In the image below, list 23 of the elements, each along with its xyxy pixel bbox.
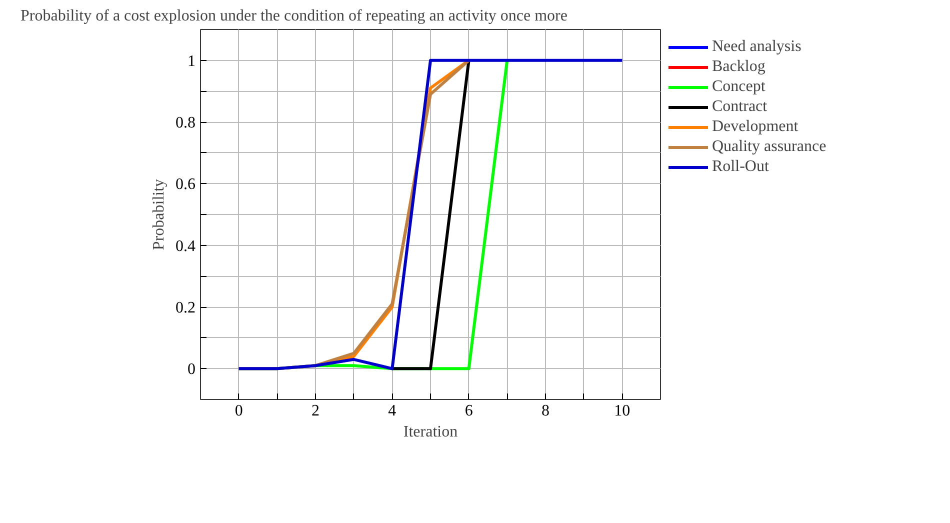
x-tick-label: 8: [542, 402, 550, 420]
x-tick-label: 10: [614, 402, 630, 420]
y-tick-label: 0.8: [176, 114, 196, 132]
line-series: [237, 58, 624, 370]
x-tick-label: 0: [234, 402, 243, 420]
legend-label: Concept: [712, 78, 766, 96]
chart-title: Probability of a cost explosion under the condition of repeating an activity once more: [20, 8, 568, 24]
x-tick-label: 4: [388, 402, 396, 420]
y-axis-title: Probability: [150, 178, 168, 250]
y-tick-label: 0: [188, 361, 196, 378]
legend-label: Quality assurance: [712, 138, 826, 156]
legend-label: Roll-Out: [712, 158, 769, 176]
legend-label: Backlog: [712, 58, 766, 76]
y-tick-label: 0.2: [176, 300, 196, 316]
x-axis-title: Iteration: [403, 424, 458, 440]
y-tick-label: 1: [188, 52, 196, 70]
legend-label: Contract: [712, 98, 768, 116]
y-tick-label: 0.6: [176, 176, 196, 194]
legend-label: Need analysis: [712, 38, 802, 56]
x-tick-label: 6: [464, 402, 473, 420]
x-tick-label: 2: [312, 402, 320, 420]
legend-label: Development: [712, 118, 798, 136]
y-tick-label: 0.4: [176, 238, 196, 255]
